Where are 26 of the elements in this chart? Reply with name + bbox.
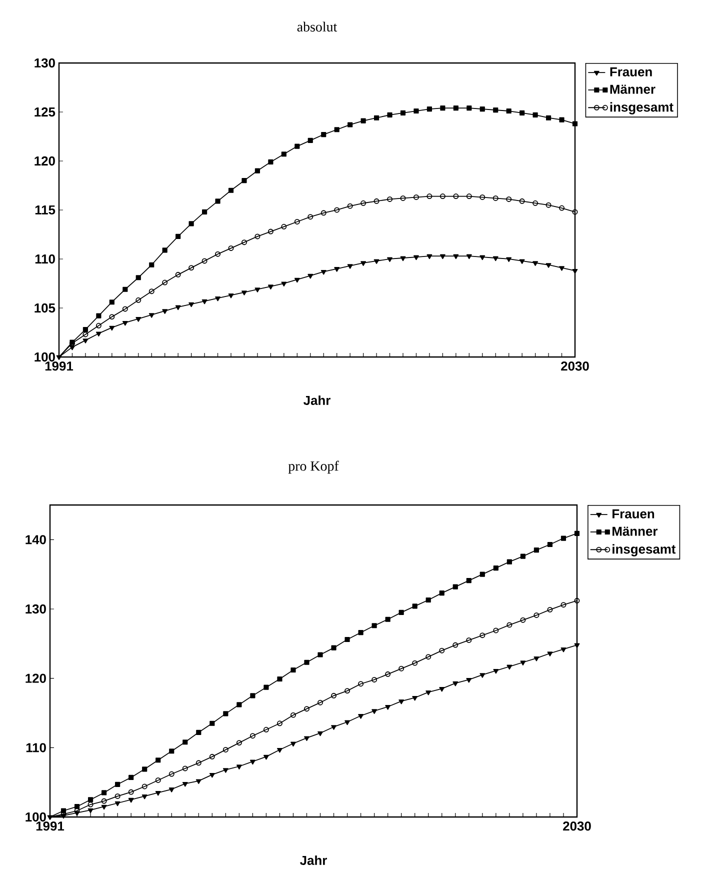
y-tick-label: 130 <box>34 58 55 68</box>
y-tick-label: 130 <box>26 604 46 614</box>
chart-title: absolut <box>297 22 338 32</box>
y-tick-label: 140 <box>26 535 46 544</box>
x-axis-title: Jahr <box>300 855 327 865</box>
y-tick-label: 110 <box>35 254 55 264</box>
y-tick-label: 115 <box>35 205 56 215</box>
x-tick-label: 2030 <box>563 822 591 831</box>
x-tick-label: 2030 <box>561 362 589 371</box>
y-tick-label: 105 <box>34 303 56 313</box>
y-tick-label: 100 <box>26 812 46 822</box>
legend-label: Frauen <box>612 509 654 518</box>
y-tick-label: 110 <box>26 743 46 752</box>
x-tick-label: 1991 <box>36 822 64 831</box>
y-tick-label: 120 <box>26 674 46 683</box>
chart-title: pro Kopf <box>288 460 339 474</box>
x-axis-title: Jahr <box>304 395 330 405</box>
legend-label: insgesamt <box>612 544 676 556</box>
legend-label: Frauen <box>610 67 652 76</box>
legend-label: Männer <box>612 526 658 536</box>
x-tick-label: 1991 <box>45 362 74 371</box>
y-tick-label: 100 <box>34 352 55 362</box>
y-tick-label: 120 <box>34 156 55 166</box>
legend-label: Männer <box>610 84 656 94</box>
legend-label: insgesamt <box>610 102 674 114</box>
y-tick-label: 125 <box>34 107 56 117</box>
